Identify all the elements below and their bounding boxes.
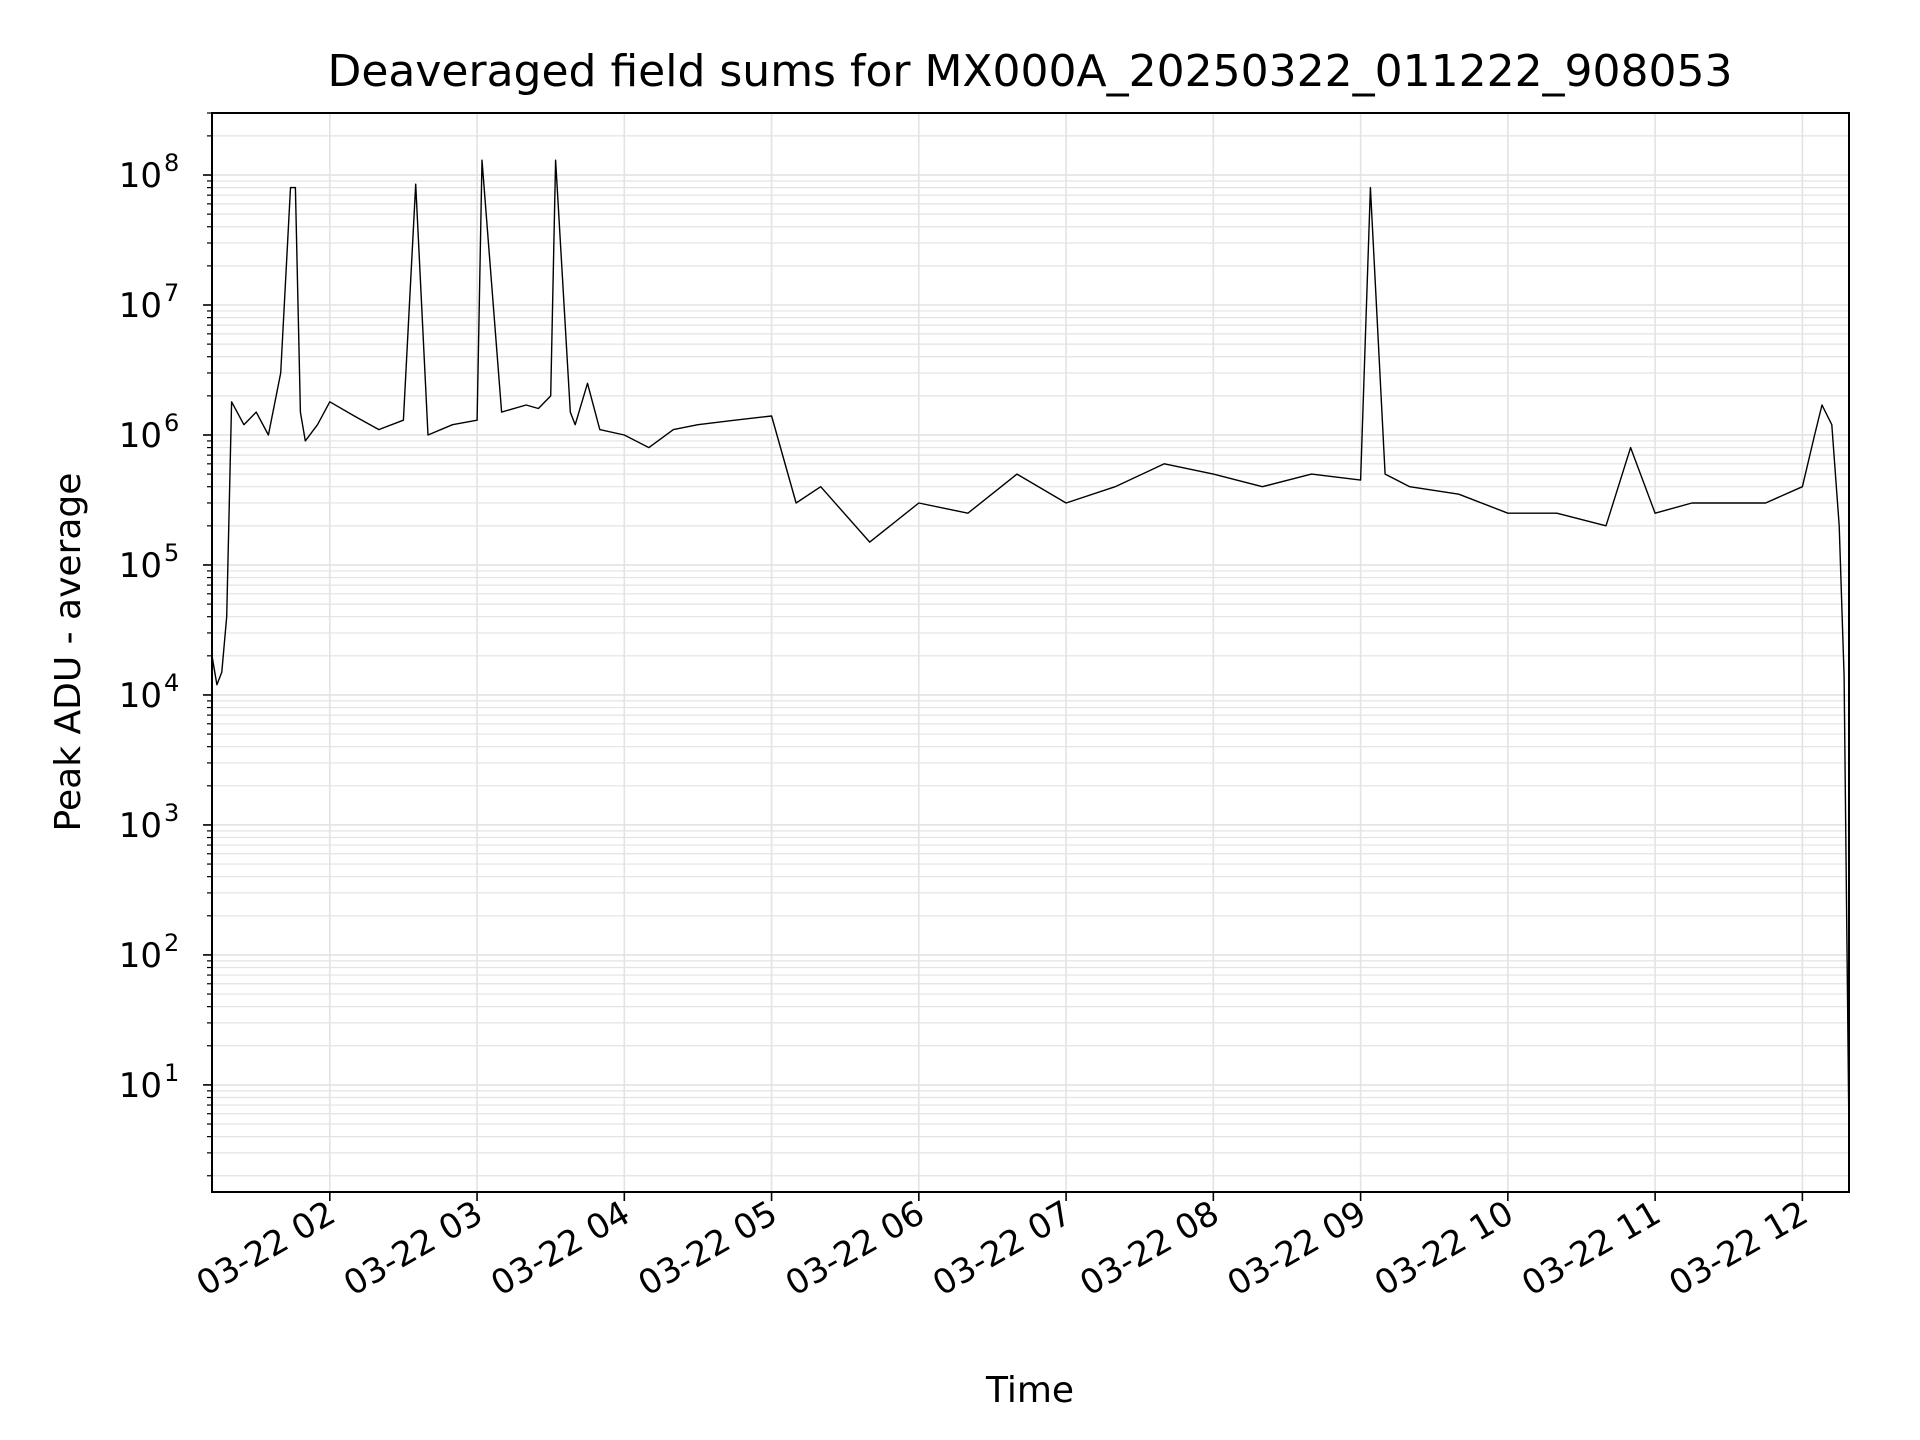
- y-tick-label: 10 3: [119, 799, 180, 846]
- grid: [212, 112, 1849, 1192]
- y-tick-exponent: 8: [164, 149, 179, 177]
- y-tick-base: 10: [119, 1066, 162, 1106]
- y-tick-base: 10: [119, 286, 162, 326]
- y-tick-label: 10 4: [119, 669, 180, 716]
- y-tick-label: 10 8: [119, 149, 180, 196]
- y-tick-label: 10 2: [119, 929, 180, 976]
- y-tick-label: 10 7: [119, 279, 180, 326]
- chart-title: Deaveraged field sums for MX000A_2025032…: [327, 46, 1732, 97]
- y-tick-exponent: 1: [164, 1059, 179, 1087]
- y-tick-base: 10: [119, 676, 162, 716]
- y-axis-label: Peak ADU - average: [48, 473, 89, 832]
- y-tick-exponent: 4: [164, 669, 179, 697]
- y-tick-base: 10: [119, 156, 162, 196]
- y-tick-base: 10: [119, 416, 162, 456]
- y-tick-exponent: 7: [164, 279, 179, 307]
- y-tick-exponent: 5: [164, 539, 179, 567]
- y-tick-exponent: 2: [164, 929, 179, 957]
- x-axis-label: Time: [985, 1370, 1074, 1411]
- y-tick-exponent: 6: [164, 409, 179, 437]
- y-tick-base: 10: [119, 936, 162, 976]
- y-tick-base: 10: [119, 546, 162, 586]
- plot-frame: [211, 112, 1850, 1193]
- y-tick-base: 10: [119, 806, 162, 846]
- y-tick-label: 10 1: [119, 1059, 180, 1106]
- series-line: [212, 159, 1849, 1137]
- y-tick-label: 10 6: [119, 409, 180, 456]
- y-tick-label: 10 5: [119, 539, 180, 586]
- y-tick-exponent: 3: [164, 799, 179, 827]
